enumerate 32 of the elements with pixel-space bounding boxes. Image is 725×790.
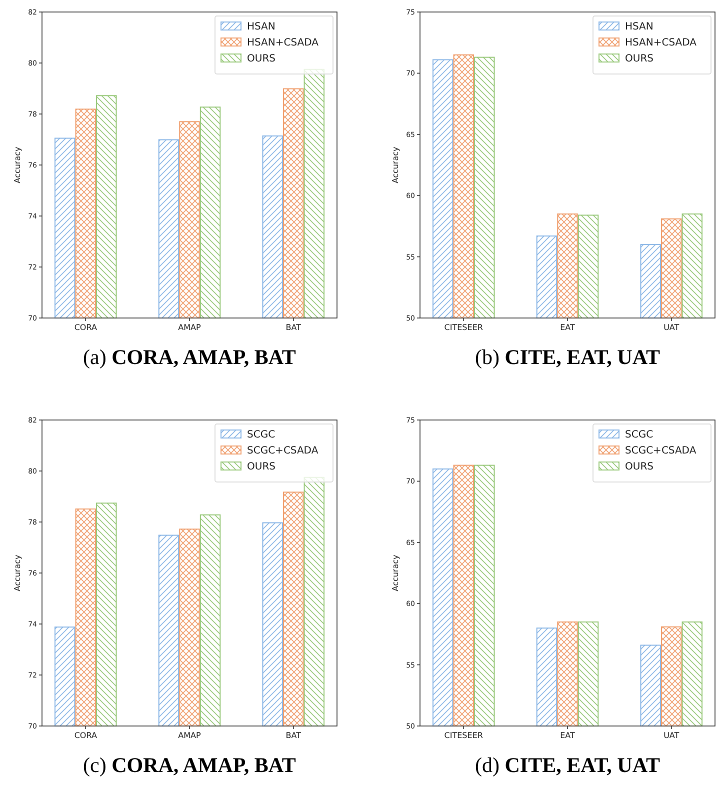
y-axis-title: Accuracy [391, 146, 400, 184]
legend-label: HSAN+CSADA [625, 38, 697, 48]
x-tick-label: AMAP [178, 731, 202, 740]
x-tick-label: CORA [74, 731, 98, 740]
text: (b) CITE, EAT, UAT [475, 345, 660, 369]
y-axis-title: Accuracy [13, 146, 22, 184]
legend-label: SCGC [625, 430, 654, 440]
x-tick-label: EAT [560, 731, 576, 740]
x-tick-label: BAT [286, 731, 302, 740]
text: (d) CITE, EAT, UAT [475, 753, 660, 777]
legend-label: OURS [247, 54, 276, 64]
x-tick-label: CORA [74, 323, 98, 332]
x-tick-label: CITESEER [444, 323, 484, 332]
legend-label: OURS [247, 462, 276, 472]
x-tick-label: UAT [664, 731, 680, 740]
legend-label: SCGC [247, 430, 276, 440]
legend-label: SCGC+CSADA [247, 446, 318, 456]
legend-label: HSAN [625, 22, 654, 32]
legend-label: HSAN+CSADA [247, 38, 319, 48]
x-tick-label: UAT [664, 323, 680, 332]
x-tick-label: BAT [286, 323, 302, 332]
x-tick-label: CITESEER [444, 731, 484, 740]
legend-label: SCGC+CSADA [625, 446, 696, 456]
text: (c) CORA, AMAP, BAT [83, 753, 296, 777]
y-axis-title: Accuracy [13, 554, 22, 592]
x-tick-label: AMAP [178, 323, 202, 332]
x-tick-label: EAT [560, 323, 576, 332]
legend-label: OURS [625, 462, 654, 472]
legend-label: HSAN [247, 22, 276, 32]
legend-label: OURS [625, 54, 654, 64]
text: (a) CORA, AMAP, BAT [83, 345, 296, 369]
y-axis-title: Accuracy [391, 554, 400, 592]
